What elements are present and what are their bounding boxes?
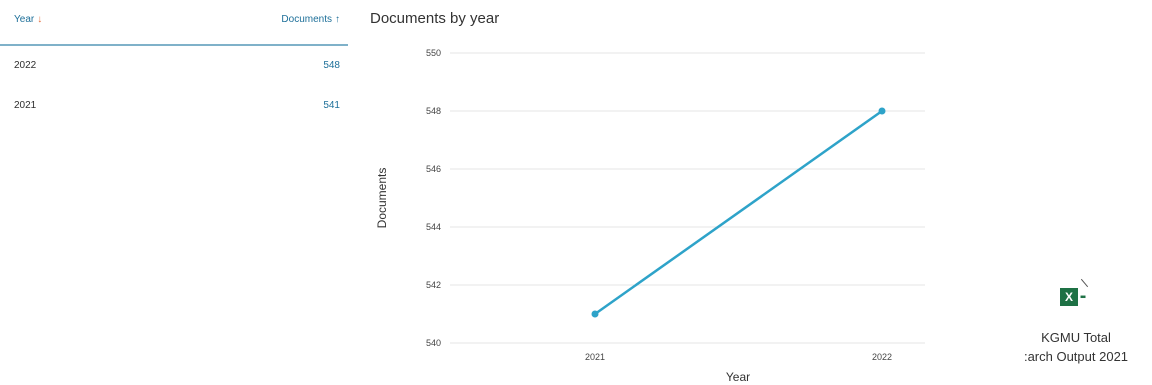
chart-title: Documents by year bbox=[370, 10, 500, 27]
y-axis-label: Documents bbox=[375, 168, 389, 229]
year-header-label: Year bbox=[14, 14, 35, 25]
x-tick-label: 2021 bbox=[585, 352, 605, 362]
row-year: 2022 bbox=[14, 60, 37, 71]
cursor-tick-icon bbox=[1080, 278, 1089, 288]
file-name: KGMU Total :arch Output 2021 bbox=[1023, 330, 1129, 364]
x-tick-label: 2022 bbox=[872, 352, 892, 362]
excel-file-icon: X bbox=[1060, 288, 1078, 306]
y-tick-label: 540 bbox=[426, 338, 441, 348]
table-header: Year ↓ Documents ↑ bbox=[0, 0, 348, 46]
arrow-up-icon: ↑ bbox=[335, 14, 340, 25]
y-tick-label: 546 bbox=[426, 164, 441, 174]
documents-column-header[interactable]: Documents ↑ bbox=[281, 14, 340, 25]
data-point[interactable] bbox=[878, 107, 886, 115]
table-row: 2022 548 bbox=[0, 52, 348, 82]
year-column-header[interactable]: Year ↓ bbox=[14, 14, 42, 25]
row-documents-link[interactable]: 548 bbox=[323, 60, 340, 71]
y-tick-label: 542 bbox=[426, 280, 441, 290]
x-axis-label: Year bbox=[726, 370, 750, 384]
table-row: 2021 541 bbox=[0, 92, 348, 122]
row-year: 2021 bbox=[14, 100, 37, 111]
row-documents-link[interactable]: 541 bbox=[323, 100, 340, 111]
y-tick-label: 548 bbox=[426, 106, 441, 116]
arrow-down-icon: ↓ bbox=[37, 14, 43, 25]
documents-by-year-chart: 540 542 544 546 548 550 2021 2022 Documents Ye… bbox=[375, 48, 925, 384]
y-tick-label: 544 bbox=[426, 222, 441, 232]
excel-grid-icon: ▪▪ bbox=[1080, 292, 1086, 303]
series-line bbox=[594, 109, 883, 316]
documents-header-label: Documents bbox=[281, 14, 332, 25]
y-tick-label: 550 bbox=[426, 48, 441, 58]
excel-file-item[interactable]: X ▪▪ KGMU Total :arch Output 2021 bbox=[1000, 278, 1152, 378]
data-point[interactable] bbox=[591, 310, 599, 318]
